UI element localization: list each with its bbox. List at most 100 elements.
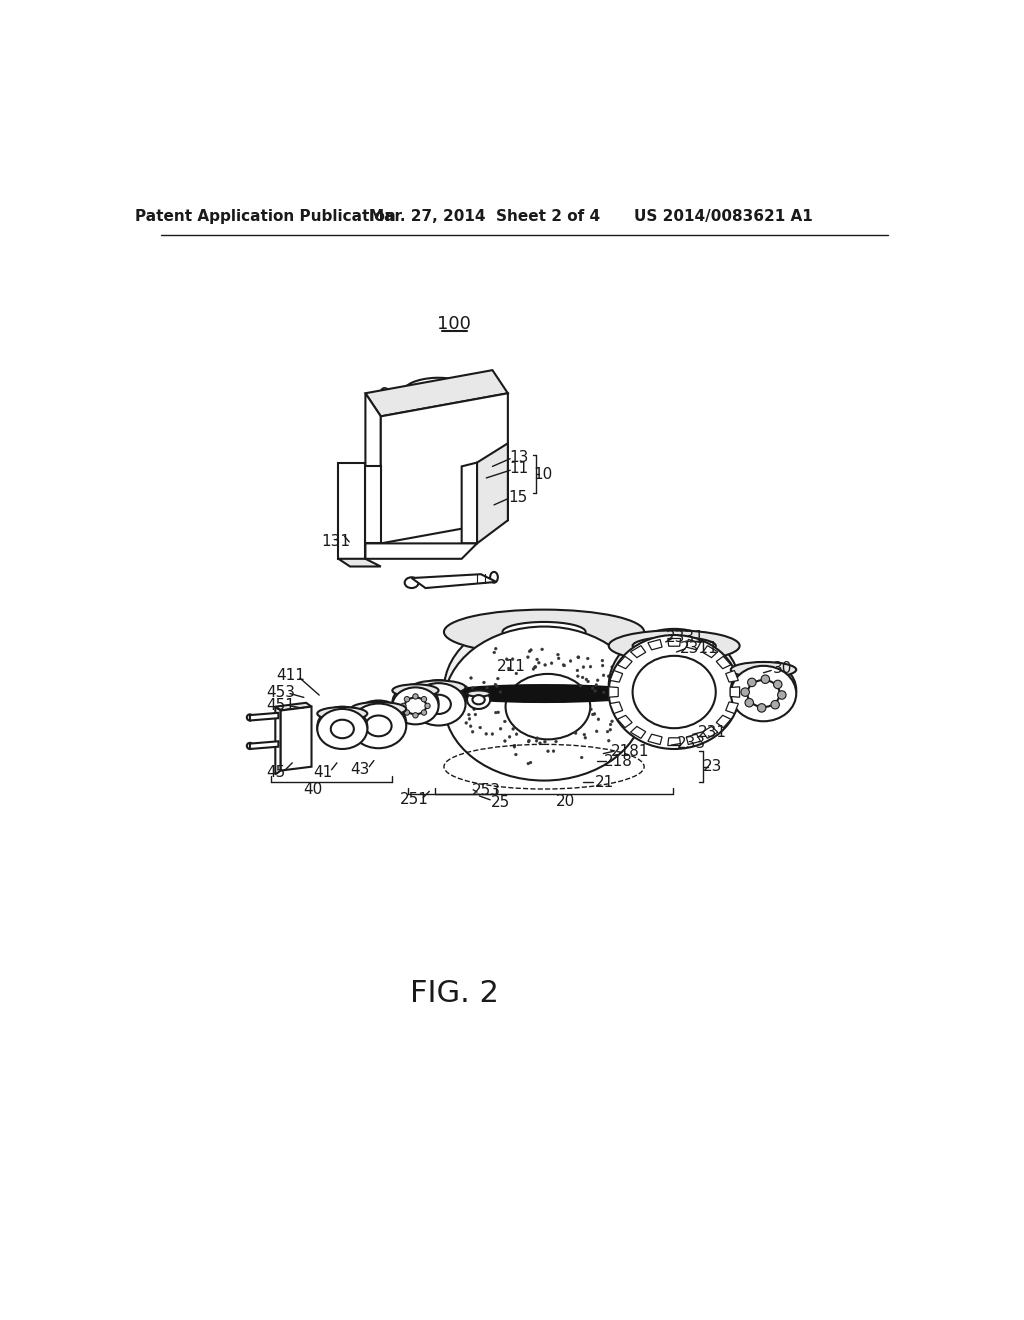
Circle shape — [612, 709, 615, 711]
Circle shape — [575, 669, 579, 672]
Circle shape — [473, 708, 475, 710]
Ellipse shape — [731, 663, 797, 718]
Circle shape — [596, 678, 599, 681]
Circle shape — [485, 686, 488, 689]
Polygon shape — [366, 370, 508, 416]
Ellipse shape — [351, 702, 407, 715]
Circle shape — [773, 680, 782, 689]
Circle shape — [587, 680, 590, 682]
Circle shape — [577, 675, 580, 677]
Text: 131: 131 — [322, 535, 350, 549]
Circle shape — [496, 685, 499, 688]
Ellipse shape — [412, 684, 466, 726]
Text: 11: 11 — [510, 461, 529, 477]
Circle shape — [569, 660, 572, 663]
Circle shape — [526, 656, 529, 659]
Ellipse shape — [351, 701, 407, 744]
Circle shape — [595, 684, 598, 686]
Text: 451: 451 — [266, 697, 295, 713]
Ellipse shape — [351, 704, 407, 748]
Circle shape — [616, 713, 620, 715]
Text: Mar. 27, 2014  Sheet 2 of 4: Mar. 27, 2014 Sheet 2 of 4 — [370, 209, 600, 223]
Polygon shape — [686, 639, 700, 649]
Circle shape — [465, 722, 468, 725]
Circle shape — [601, 659, 604, 661]
Ellipse shape — [403, 378, 466, 401]
Circle shape — [413, 694, 418, 700]
Ellipse shape — [633, 638, 716, 655]
Circle shape — [529, 762, 532, 764]
Circle shape — [512, 727, 515, 730]
Circle shape — [552, 750, 555, 752]
Circle shape — [515, 733, 518, 735]
Circle shape — [601, 664, 604, 667]
Circle shape — [474, 713, 477, 715]
Polygon shape — [250, 742, 279, 748]
Text: 233: 233 — [677, 737, 706, 751]
Polygon shape — [726, 671, 738, 682]
Circle shape — [544, 741, 547, 743]
Circle shape — [515, 672, 518, 675]
Circle shape — [536, 739, 538, 742]
Text: Patent Application Publication: Patent Application Publication — [135, 209, 395, 223]
Circle shape — [609, 723, 612, 726]
Circle shape — [534, 665, 537, 668]
Circle shape — [493, 651, 496, 653]
Circle shape — [574, 731, 578, 734]
Ellipse shape — [444, 615, 644, 764]
Circle shape — [544, 664, 547, 667]
Polygon shape — [339, 558, 381, 566]
Circle shape — [508, 667, 510, 669]
Ellipse shape — [472, 696, 484, 705]
Text: 2331: 2331 — [666, 630, 705, 645]
Ellipse shape — [467, 690, 490, 697]
Text: 45: 45 — [266, 766, 286, 780]
Circle shape — [490, 733, 494, 735]
Circle shape — [527, 739, 530, 742]
Circle shape — [541, 648, 544, 651]
Circle shape — [758, 704, 766, 711]
Circle shape — [504, 739, 506, 742]
Polygon shape — [648, 639, 663, 649]
Ellipse shape — [444, 610, 644, 655]
Text: 253: 253 — [472, 783, 501, 799]
Polygon shape — [281, 706, 311, 771]
Circle shape — [465, 685, 467, 689]
Circle shape — [495, 711, 498, 714]
Circle shape — [777, 690, 786, 700]
Circle shape — [592, 713, 594, 715]
Circle shape — [610, 719, 613, 722]
Polygon shape — [668, 639, 681, 647]
Circle shape — [413, 713, 418, 718]
Circle shape — [468, 718, 471, 721]
Circle shape — [577, 656, 580, 659]
Ellipse shape — [412, 680, 466, 722]
Circle shape — [583, 733, 586, 737]
Circle shape — [585, 678, 588, 681]
Circle shape — [622, 711, 625, 714]
Circle shape — [563, 664, 565, 667]
Circle shape — [499, 727, 502, 730]
Ellipse shape — [392, 684, 438, 721]
Circle shape — [593, 713, 596, 715]
Circle shape — [589, 665, 592, 668]
Circle shape — [610, 665, 613, 668]
Circle shape — [555, 741, 557, 743]
Circle shape — [578, 656, 580, 659]
Ellipse shape — [748, 680, 779, 708]
Circle shape — [499, 690, 502, 693]
Ellipse shape — [633, 656, 716, 729]
Circle shape — [771, 701, 779, 709]
Circle shape — [580, 684, 582, 688]
Polygon shape — [608, 686, 618, 697]
Circle shape — [479, 726, 481, 729]
Polygon shape — [339, 462, 366, 558]
Ellipse shape — [503, 622, 586, 642]
Circle shape — [497, 711, 500, 714]
Text: 231: 231 — [698, 725, 727, 739]
Text: 41: 41 — [313, 766, 333, 780]
Circle shape — [514, 754, 517, 756]
Circle shape — [527, 762, 529, 764]
Ellipse shape — [412, 681, 466, 694]
Circle shape — [508, 735, 511, 738]
